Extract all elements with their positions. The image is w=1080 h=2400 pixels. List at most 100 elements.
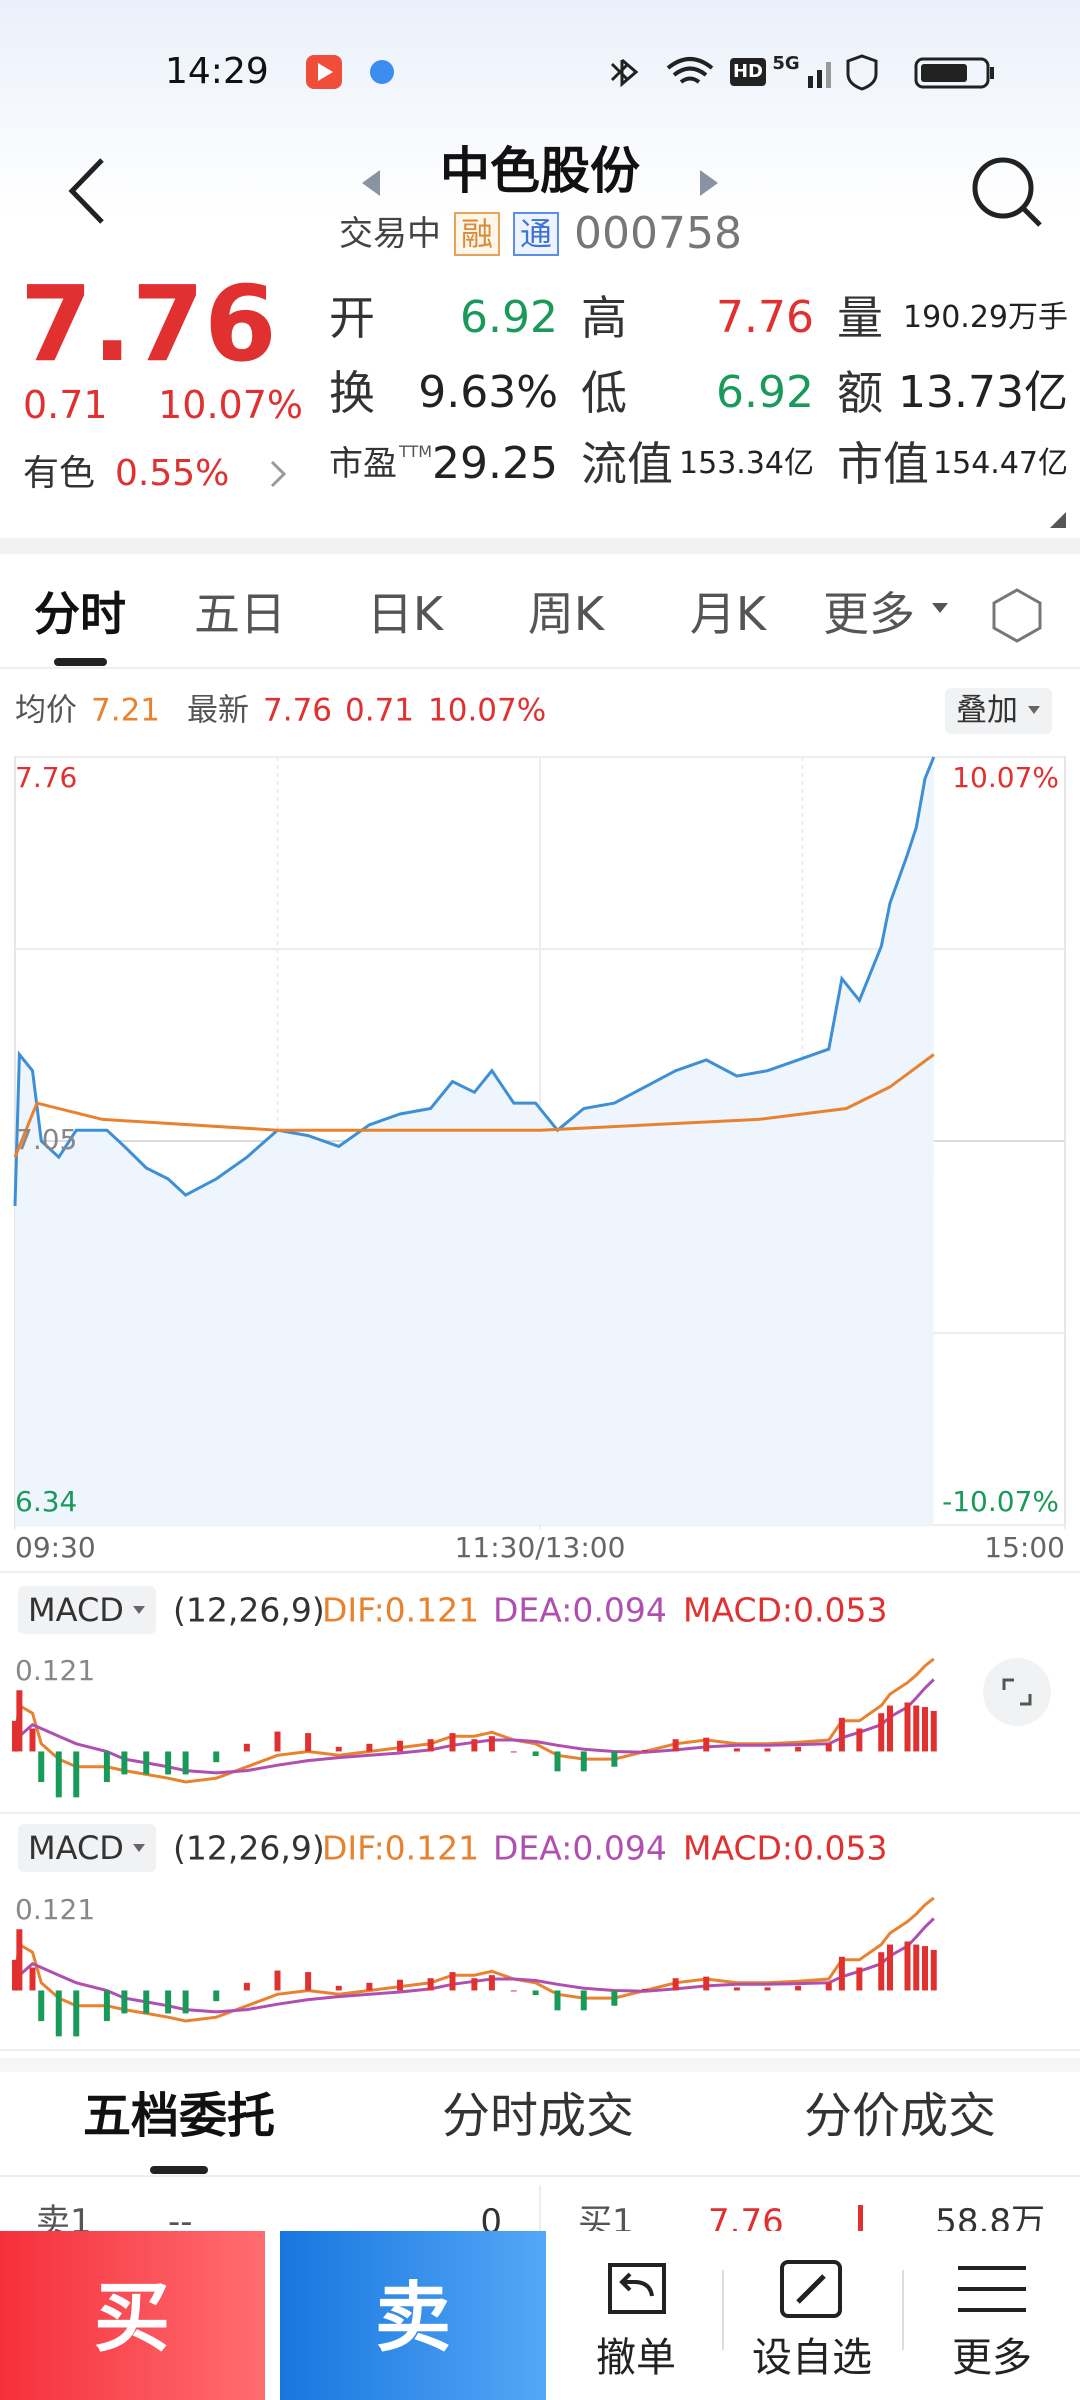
macd-line [13, 1917, 935, 2014]
stat-value: 154.47亿 [933, 446, 1068, 481]
stat-value: 190.29万手 [903, 300, 1068, 335]
indicator-button[interactable] [18, 1586, 156, 1634]
latest-value: 7.76 [263, 692, 333, 729]
tag-box [513, 212, 559, 256]
avg-value: 7.21 [91, 692, 161, 729]
back-button[interactable] [68, 158, 104, 224]
macd-bar [922, 1946, 928, 1991]
tab[interactable]: 分时 [34, 587, 126, 641]
macd-bar [825, 1743, 832, 1752]
macd-bar [274, 1970, 281, 1991]
book-tab[interactable]: 分价成交 [803, 2088, 997, 2144]
indicator-button[interactable] [18, 1824, 156, 1872]
prev-stock[interactable] [362, 170, 380, 196]
indicator-name[interactable]: MACD [28, 1829, 124, 1867]
latest-change-pct: 10.07% [428, 692, 547, 729]
macd-bar [121, 1751, 128, 1775]
macd-bar [887, 1944, 893, 1991]
last-price: 7.76 [20, 263, 277, 385]
stock-code: 000758 [574, 208, 742, 259]
ask-volume: 0 [480, 2202, 502, 2242]
stat-label: 市值 [837, 437, 929, 491]
macd-bar [642, 1749, 648, 1752]
macd-bar [38, 1990, 45, 2022]
macd-bar [672, 1739, 679, 1752]
tab[interactable]: 周K [527, 587, 605, 641]
tab[interactable]: 日K [366, 587, 444, 641]
macd-bar [335, 1746, 342, 1752]
expand-corner[interactable] [1050, 512, 1066, 528]
signal-icon [826, 62, 831, 88]
macd-bar [856, 1967, 863, 1991]
sell-label[interactable]: 卖 [375, 2273, 451, 2362]
book-tab[interactable]: 五档委托 [82, 2088, 276, 2144]
indicator-name[interactable]: MACD [28, 1591, 124, 1629]
wifi-icon [666, 57, 714, 84]
macd-bar [703, 1737, 710, 1752]
sector-arrow[interactable] [270, 460, 287, 488]
macd-bar [913, 1944, 920, 1991]
price-area [15, 757, 934, 1525]
macd-bar [838, 1956, 845, 1991]
bottom-bar-cover [0, 2231, 546, 2400]
tab[interactable]: 月K [689, 587, 767, 641]
next-stock[interactable] [700, 170, 718, 196]
stat-value: 6.92 [460, 292, 558, 343]
book-tab[interactable]: 分时成交 [441, 2088, 635, 2144]
buy-label[interactable]: 买 [94, 2273, 170, 2362]
macd-bar [213, 1751, 220, 1763]
macd-bar [427, 1978, 434, 1991]
battery-icon [914, 57, 990, 89]
y-tick-label: 6.34 [15, 1485, 77, 1518]
macd-bar [165, 1990, 172, 2014]
macd-bar [38, 1751, 45, 1783]
app-icon [318, 63, 333, 81]
macd-bar [510, 1751, 517, 1753]
macd-bar [930, 1710, 937, 1752]
stat-value: 29.25 [432, 438, 558, 489]
signal-icon [808, 76, 813, 88]
macd-bar [554, 1751, 561, 1772]
macd-bar [733, 1987, 740, 1991]
macd-bar [274, 1731, 281, 1752]
dif-value: DIF:0.121 [322, 1828, 480, 1868]
fullscreen-icon [1002, 1678, 1032, 1706]
stat-label: 市盈 [329, 444, 397, 484]
cancel-label[interactable]: 撤单 [596, 2335, 676, 2381]
macd-top-label: 0.121 [15, 1654, 95, 1687]
stat-label: 开 [329, 291, 375, 345]
macd-bar [397, 1979, 403, 1991]
stat-value: 6.92 [716, 367, 814, 418]
search-button[interactable] [972, 157, 1034, 219]
macd-bar [913, 1705, 920, 1752]
dropdown-arrow [932, 603, 948, 613]
x-tick-label: 11:30/13:00 [455, 1531, 626, 1564]
stat-label: 量 [837, 291, 883, 345]
fullscreen-button[interactable] [983, 1658, 1051, 1726]
stat-label: 额 [837, 366, 883, 420]
macd-bar [29, 1967, 36, 1991]
watch-label[interactable]: 设自选 [752, 2335, 872, 2381]
bluetooth-icon [610, 58, 639, 88]
overlay-label[interactable]: 叠加 [956, 692, 1018, 729]
macd-bar [305, 1733, 312, 1752]
dif-value: DIF:0.121 [322, 1590, 480, 1630]
y2-tick-label: 10.07% [952, 761, 1059, 794]
trade-status: 交易中 [339, 214, 441, 254]
macd-bar [73, 1751, 80, 1798]
macd-value: MACD:0.053 [683, 1828, 888, 1868]
settings-button[interactable] [992, 588, 1042, 643]
y2-tick-label: -10.07% [942, 1485, 1059, 1518]
macd-bar [878, 1952, 885, 1991]
macd-bar [103, 1751, 110, 1783]
tab[interactable]: 更多 [823, 587, 915, 641]
overlay-button[interactable] [945, 688, 1052, 734]
more-label[interactable]: 更多 [952, 2335, 1032, 2381]
y-tick-label: 7.05 [15, 1123, 77, 1156]
stat-label: 流值 [581, 437, 673, 491]
tab[interactable]: 五日 [194, 587, 286, 641]
macd-bar [103, 1990, 110, 2022]
stock-name: 中色股份 [440, 142, 640, 200]
stat-label: 低 [581, 366, 627, 420]
